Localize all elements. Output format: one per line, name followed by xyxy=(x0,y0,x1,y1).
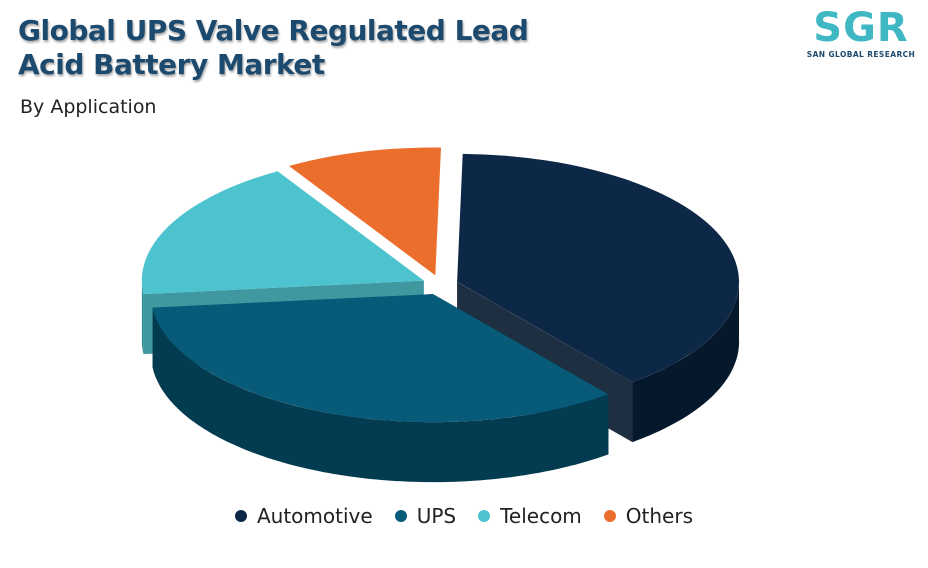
pie-side-telecom xyxy=(141,278,144,355)
pie-slice-ups xyxy=(152,294,609,423)
legend-item-telecom: Telecom xyxy=(478,504,582,528)
pie-side-automotive xyxy=(632,279,740,443)
chart-legend: Automotive UPS Telecom Others xyxy=(0,504,928,528)
pie-slice-others xyxy=(289,147,441,276)
legend-label-telecom: Telecom xyxy=(500,504,582,528)
legend-item-others: Others xyxy=(603,504,694,528)
chart-title-line-1: Global UPS Valve Regulated Lead xyxy=(18,14,529,47)
legend-label-ups: UPS xyxy=(416,504,457,528)
pie-slices xyxy=(141,147,739,423)
legend-label-automotive: Automotive xyxy=(256,504,373,528)
chart-title-line-2: Acid Battery Market xyxy=(18,48,325,81)
legend-swatch-ups xyxy=(394,510,407,522)
pie-side-ups xyxy=(152,307,609,483)
logo-mark: SGR xyxy=(813,5,909,51)
pie-slice-automotive xyxy=(457,153,739,383)
legend-swatch-others xyxy=(603,510,616,522)
legend-label-others: Others xyxy=(625,504,694,528)
chart-title: Global UPS Valve Regulated Lead Acid Bat… xyxy=(18,14,578,82)
pie-slice-telecom xyxy=(141,171,424,295)
logo-text: SAN GLOBAL RESEARCH xyxy=(806,50,916,59)
legend-swatch-automotive xyxy=(234,510,247,522)
legend-item-automotive: Automotive xyxy=(234,504,373,528)
sgr-logo: SGR SAN GLOBAL RESEARCH xyxy=(806,6,916,59)
legend-swatch-telecom xyxy=(478,510,491,522)
chart-subtitle: By Application xyxy=(20,96,157,118)
legend-item-ups: UPS xyxy=(394,504,457,528)
